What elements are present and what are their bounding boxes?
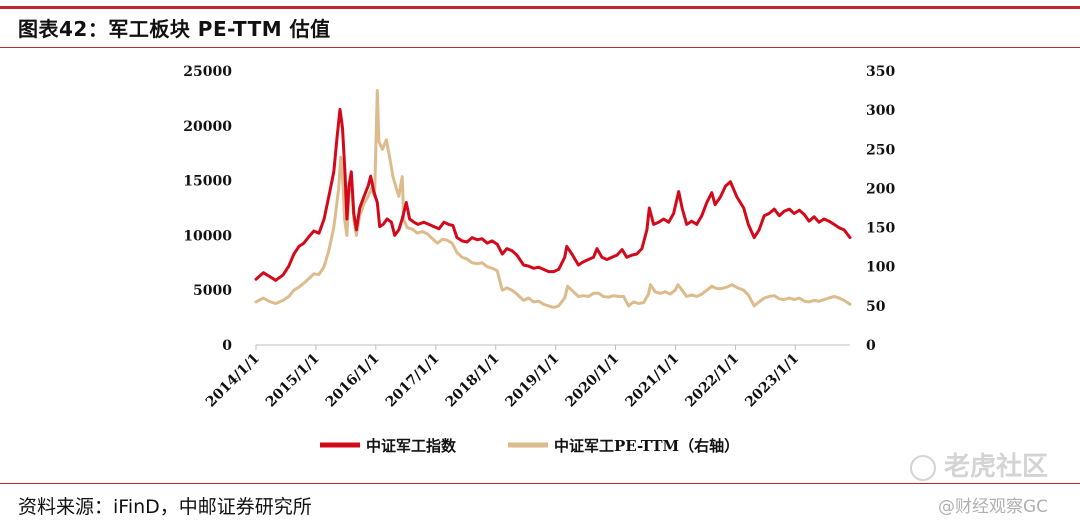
y-right-tick-label: 0 bbox=[866, 338, 876, 354]
legend-item-pe-label: 中证军工PE-TTM（右轴） bbox=[554, 437, 739, 455]
source-note: 资料来源：iFinD，中邮证券研究所 bbox=[18, 496, 312, 518]
legend-item-index-label: 中证军工指数 bbox=[366, 437, 457, 455]
y-left-tick-label: 10000 bbox=[183, 228, 232, 244]
y-right-tick-label: 100 bbox=[866, 260, 895, 276]
y-right-tick-label: 150 bbox=[866, 221, 895, 237]
x-tick-label: 2022/1/1 bbox=[682, 351, 742, 411]
chart-legend: 中证军工指数 中证军工PE-TTM（右轴） bbox=[320, 437, 739, 455]
y-right-tick-label: 300 bbox=[866, 103, 895, 119]
chart-lines bbox=[254, 89, 852, 309]
y-right-tick-label: 50 bbox=[866, 299, 886, 315]
watermark-brand-text: 老虎社区 bbox=[944, 452, 1049, 482]
y-left-tick-label: 0 bbox=[222, 338, 232, 354]
x-tick-label: 2015/1/1 bbox=[263, 351, 323, 411]
x-tick-label: 2016/1/1 bbox=[323, 351, 383, 411]
x-tick-label: 2014/1/1 bbox=[203, 351, 263, 411]
x-tick-label: 2018/1/1 bbox=[443, 351, 503, 411]
header-top-rule bbox=[0, 6, 1080, 9]
x-tick-label: 2017/1/1 bbox=[383, 351, 443, 411]
chart-axes: 0 5000 10000 15000 20000 25000 0 50 100 150 200 250… bbox=[183, 64, 895, 410]
series-line-index bbox=[254, 107, 852, 282]
x-tick-label: 2020/1/1 bbox=[562, 351, 622, 411]
watermark-handle: @财经观察GC bbox=[938, 497, 1049, 517]
y-left-tick-label: 15000 bbox=[183, 174, 232, 190]
y-right-tick-label: 350 bbox=[866, 64, 895, 80]
footer-rule bbox=[0, 483, 1080, 484]
watermark-brand: 老虎社区 bbox=[910, 446, 1048, 483]
y-left-tick-label: 20000 bbox=[183, 119, 232, 135]
chart-canvas: 0 5000 10000 15000 20000 25000 0 50 100 150 200 250… bbox=[183, 64, 895, 455]
y-right-tick-label: 200 bbox=[866, 181, 895, 197]
header-bottom-rule bbox=[0, 47, 1080, 48]
x-tick-label: 2019/1/1 bbox=[503, 351, 563, 411]
y-left-tick-label: 5000 bbox=[193, 283, 232, 299]
x-tick-label: 2021/1/1 bbox=[623, 351, 683, 411]
y-left-tick-label: 25000 bbox=[183, 64, 232, 80]
x-tick-label: 2023/1/1 bbox=[742, 351, 802, 411]
watermark-logo-icon bbox=[910, 454, 936, 481]
chart-title: 图表42：军工板块 PE-TTM 估值 bbox=[18, 17, 331, 41]
y-right-tick-label: 250 bbox=[866, 142, 895, 158]
